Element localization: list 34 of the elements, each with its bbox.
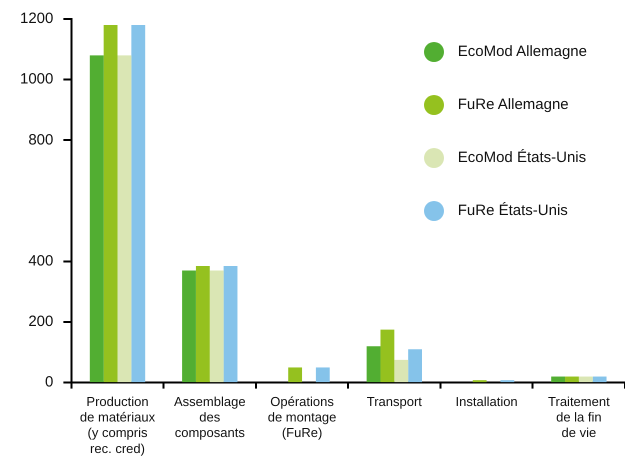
bar (551, 376, 566, 382)
y-tick-label: 200 (28, 313, 54, 330)
bar (366, 346, 380, 382)
bar (592, 376, 607, 382)
x-tick-label: Installation (456, 394, 518, 409)
y-tick-label: 400 (28, 252, 54, 270)
bar (288, 367, 302, 382)
x-tick-label: Traitement de la fin de vie (548, 394, 610, 440)
bar (131, 25, 146, 382)
bar (104, 25, 118, 382)
y-tick-label: 1000 (20, 70, 54, 88)
bar (380, 330, 394, 382)
bar (408, 349, 422, 382)
x-tick-label: Production de matériaux (y compris rec. cred) (80, 394, 156, 456)
bar (565, 376, 579, 382)
bar (578, 376, 593, 382)
bar (224, 266, 238, 382)
x-tick-label: Opérations de montage (FuRe) (268, 394, 336, 440)
bar (182, 270, 196, 382)
legend-label: EcoMod Allemagne (458, 43, 587, 60)
x-tick-label: Transport (366, 394, 422, 409)
bar (316, 367, 330, 382)
legend-label: FuRe Allemagne (458, 96, 569, 113)
bar (90, 55, 104, 382)
bar (118, 55, 132, 382)
bar (394, 360, 408, 382)
bar (196, 266, 210, 382)
legend-label: EcoMod États-Unis (458, 149, 586, 166)
y-tick-label: 800 (28, 131, 54, 148)
x-tick-label: Assemblage des composants (174, 394, 246, 440)
bar (210, 270, 224, 382)
legend-label: FuRe États-Unis (458, 202, 568, 219)
y-tick-label: 1200 (20, 10, 54, 28)
y-tick-label: 0 (45, 374, 54, 391)
